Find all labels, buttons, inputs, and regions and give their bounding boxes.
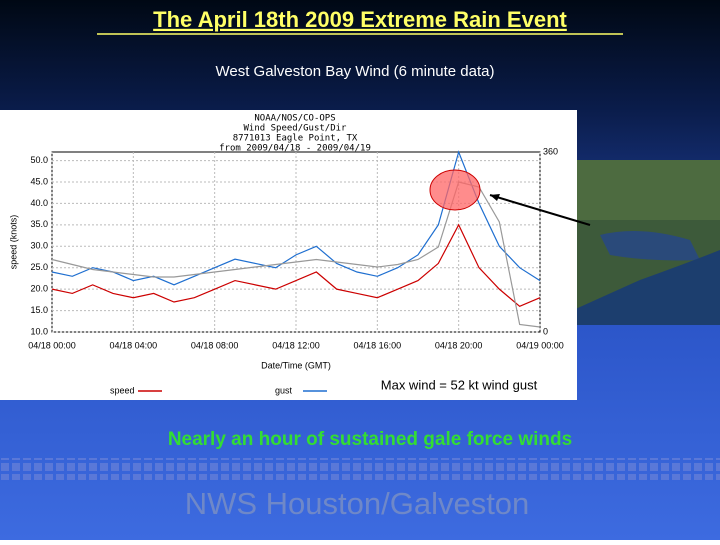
slide-subtitle: West Galveston Bay Wind (6 minute data)	[215, 63, 494, 80]
x-tick-label: 04/19 00:00	[516, 340, 564, 350]
x-tick-label: 04/18 12:00	[272, 340, 320, 350]
highlight-circle	[429, 169, 481, 211]
chart-title: Wind Speed/Gust/Dir	[244, 124, 348, 134]
series-line	[51, 223, 541, 307]
y-tick-label: 15.0	[30, 305, 48, 315]
annotation-box	[352, 375, 574, 397]
arrow	[489, 194, 591, 226]
slide-title: The April 18th 2009 Extreme Rain Event	[153, 7, 567, 32]
decor-squares	[0, 458, 720, 480]
x-tick-label: 04/18 20:00	[435, 340, 483, 350]
footer: NWS Houston/Galveston	[185, 486, 530, 521]
chart-title: 8771013 Eagle Point, TX	[233, 134, 358, 144]
y-tick-label: 30.0	[30, 241, 48, 251]
y2-tick-label: 360	[543, 146, 558, 156]
x-tick-label: 04/18 04:00	[110, 340, 158, 350]
annotation: Max wind = 52 kt wind gust	[381, 377, 538, 392]
map-gulf	[540, 250, 720, 325]
x-tick-label: 04/18 00:00	[28, 340, 76, 350]
series-line	[51, 150, 541, 286]
chart-title: from 2009/04/18 - 2009/04/19	[219, 144, 371, 154]
x-tick-label: 04/18 08:00	[191, 340, 239, 350]
y-tick-label: 35.0	[30, 219, 48, 229]
legend-label: speed	[110, 385, 135, 395]
arrow-head	[490, 194, 500, 201]
chart-title: NOAA/NOS/CO-OPS	[254, 114, 335, 124]
y-tick-label: 10.0	[30, 326, 48, 336]
legend-label: gust	[275, 385, 293, 395]
y-tick-label: 40.0	[30, 198, 48, 208]
y-tick-label: 20.0	[30, 284, 48, 294]
y2-tick-label: 0	[543, 326, 548, 336]
x-tick-label: 04/18 16:00	[354, 340, 402, 350]
y-tick-label: 25.0	[30, 262, 48, 272]
y-tick-label: 45.0	[30, 176, 48, 186]
caption: Nearly an hour of sustained gale force w…	[168, 429, 572, 450]
chart-panel	[0, 110, 577, 400]
map-bay	[600, 231, 700, 261]
y-tick-label: 50.0	[30, 155, 48, 165]
y-axis-label: speed (knots)	[8, 215, 18, 270]
x-axis-label: Date/Time (GMT)	[261, 360, 331, 370]
